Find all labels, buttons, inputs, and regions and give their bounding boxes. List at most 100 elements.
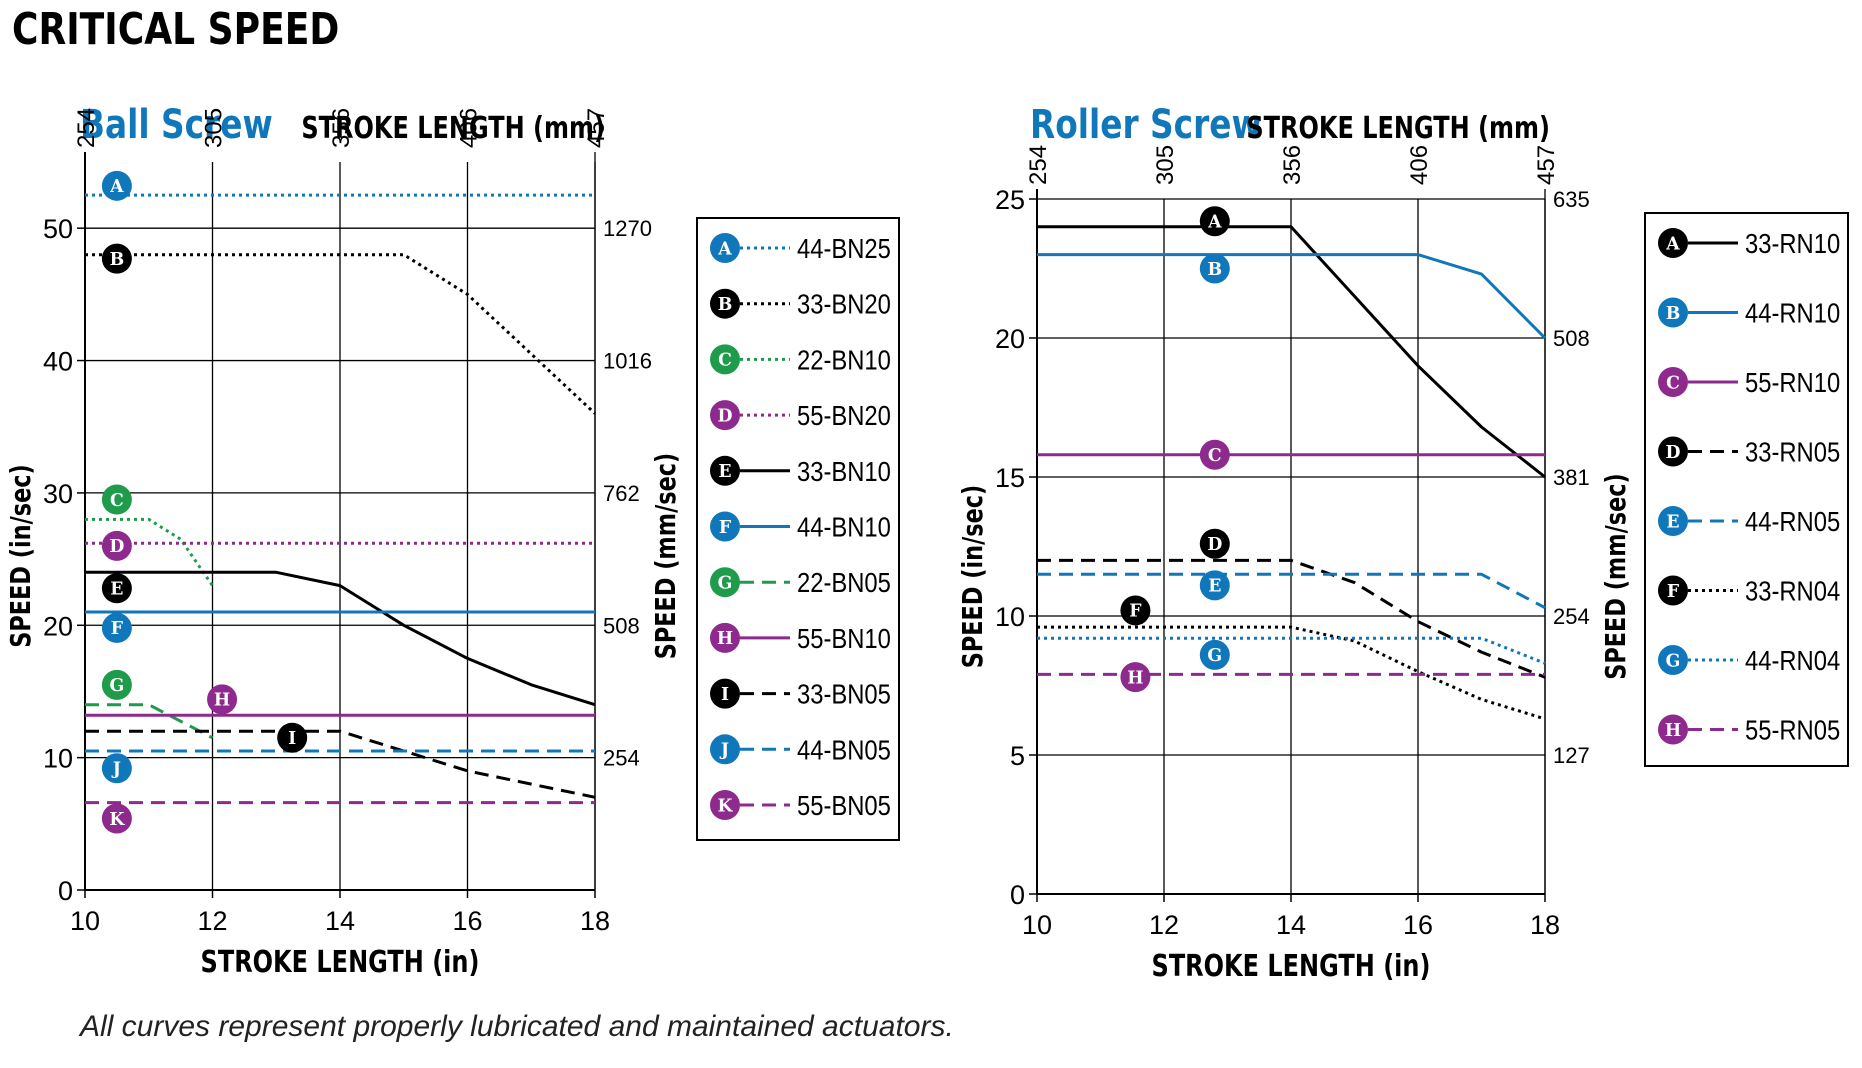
x-tick-label: 14 — [1276, 910, 1306, 940]
series-line-44-rn10 — [1037, 253, 1547, 340]
badge-circle — [101, 612, 132, 643]
series-line-33-rn04 — [1037, 625, 1546, 721]
series-badge-44-bn10: F — [101, 612, 132, 643]
legend-badge: B — [1658, 297, 1688, 328]
legend-badge: G — [1658, 645, 1688, 675]
y-tick-label: 5 — [1010, 741, 1025, 771]
badge-circle — [101, 530, 132, 561]
badge-letter: H — [1665, 721, 1681, 741]
series-badge-33-rn05: D — [1199, 528, 1230, 559]
badge-circle — [1120, 662, 1151, 693]
series-badge-55-bn20: D — [101, 530, 132, 561]
x-axis-label: STROKE LENGTH (in) — [1152, 949, 1431, 983]
badge-letter: H — [1127, 668, 1143, 688]
badge-circle — [710, 622, 740, 653]
y2-tick-label: 635 — [1553, 187, 1590, 212]
badge-letter: A — [717, 239, 732, 259]
legend-label: 55-RN10 — [1745, 366, 1840, 398]
badge-letter: F — [111, 619, 124, 639]
y2-tick-label: 381 — [1553, 465, 1590, 490]
y2-tick-label: 127 — [1553, 743, 1590, 768]
legend-badge: F — [710, 511, 740, 542]
badge-circle — [710, 288, 740, 319]
y-axis-label: SPEED (in/sec) — [955, 485, 988, 669]
badge-circle — [710, 678, 740, 709]
badge-circle — [101, 669, 132, 700]
badge-letter: D — [1207, 535, 1222, 555]
legend-label: 55-RN05 — [1745, 714, 1840, 746]
badge-letter: E — [718, 462, 731, 482]
x-tick-label: 18 — [580, 906, 610, 936]
badge-circle — [1658, 645, 1688, 675]
x2-tick-label: 254 — [1025, 145, 1052, 185]
legend-label: 33-BN20 — [797, 288, 891, 320]
x-tick-label: 10 — [1022, 910, 1052, 940]
x-tick-label: 16 — [1403, 910, 1433, 940]
legend-roller-screw: A 33-RN10 B 44-RN10 C 55-RN10 D 33-RN05 E 44-RN05… — [1644, 212, 1849, 767]
series-badge-44-rn05: E — [1199, 570, 1230, 601]
chart-ball-screw: Ball Screw STROKE LENGTH (mm) 10 12 14 16 18 25… — [3, 101, 900, 980]
y-tick-label: 50 — [43, 214, 73, 244]
legend-ball-screw: A 44-BN25 B 33-BN20 C 22-BN10 D 55-BN20 E 33-BN10… — [696, 217, 900, 841]
legend-badge: D — [1658, 436, 1688, 467]
legend-badge: D — [710, 400, 740, 431]
series-badge-55-rn05: H — [1120, 662, 1151, 693]
legend-item-44-bn10: F 44-BN10 — [710, 511, 891, 543]
badge-letter: I — [288, 729, 296, 749]
y2-axis-label: SPEED (mm/sec) — [1598, 473, 1631, 680]
badge-letter: E — [1666, 512, 1679, 532]
legend-item-33-bn05: I 33-BN05 — [710, 678, 891, 710]
series-badge-55-rn10: C — [1199, 439, 1230, 470]
legend-label: 44-BN10 — [797, 511, 891, 543]
badge-letter: B — [718, 295, 733, 315]
badge-letter: A — [1207, 213, 1222, 233]
legend-item-55-bn20: D 55-BN20 — [710, 399, 891, 432]
badge-circle — [1658, 506, 1688, 536]
x2-axis-label: STROKE LENGTH (mm) — [301, 111, 605, 145]
badge-circle — [1199, 439, 1230, 470]
legend-item-44-rn04: G 44-RN04 — [1658, 644, 1840, 676]
legend-badge: E — [710, 455, 740, 486]
badge-circle — [101, 803, 132, 834]
y-tick-label: 20 — [43, 611, 73, 641]
badge-letter: A — [1665, 234, 1680, 254]
legend-label: 33-BN10 — [797, 455, 891, 487]
y-tick-label: 15 — [995, 463, 1025, 493]
legend-badge: E — [1658, 506, 1688, 536]
badge-circle — [1120, 595, 1151, 626]
legend-item-44-rn10: B 44-RN10 — [1658, 297, 1840, 329]
badge-letter: C — [110, 491, 124, 511]
badge-letter: G — [1207, 646, 1222, 666]
legend-badge: B — [710, 288, 740, 319]
series-badge-44-rn10: B — [1199, 253, 1230, 284]
badge-letter: D — [1666, 443, 1681, 463]
badge-letter: F — [1667, 582, 1680, 602]
y-axis-label: SPEED (in/sec) — [3, 464, 36, 648]
series-badge-22-bn10: C — [101, 484, 132, 515]
badge-circle — [1658, 436, 1688, 467]
legend-label: 55-BN20 — [797, 399, 891, 431]
legend-badge: A — [1658, 228, 1688, 258]
y-tick-label: 10 — [995, 602, 1025, 632]
y2-tick-label: 1270 — [603, 216, 652, 241]
series-line-33-rn05 — [1037, 558, 1546, 679]
legend-label: 33-RN10 — [1745, 227, 1840, 259]
series-badge-33-rn10: A — [1199, 206, 1230, 237]
badge-circle — [710, 511, 740, 542]
series-line-33-bn05 — [85, 729, 596, 799]
badge-letter: B — [1208, 260, 1223, 280]
legend-label: 33-RN04 — [1745, 575, 1840, 607]
badge-letter: K — [718, 796, 734, 816]
badge-circle — [1199, 639, 1230, 670]
badge-circle — [710, 233, 740, 263]
legend-item-33-rn10: A 33-RN10 — [1658, 227, 1840, 259]
x2-tick-label: 457 — [1533, 145, 1560, 185]
legend-item-44-bn05: J 44-BN05 — [710, 733, 891, 766]
legend-badge: G — [710, 567, 740, 598]
x2-tick-label: 457 — [583, 108, 610, 148]
badge-circle — [101, 753, 132, 784]
badge-letter: D — [718, 406, 733, 426]
y-tick-label: 40 — [43, 347, 73, 377]
x2-tick-label: 356 — [328, 108, 355, 148]
